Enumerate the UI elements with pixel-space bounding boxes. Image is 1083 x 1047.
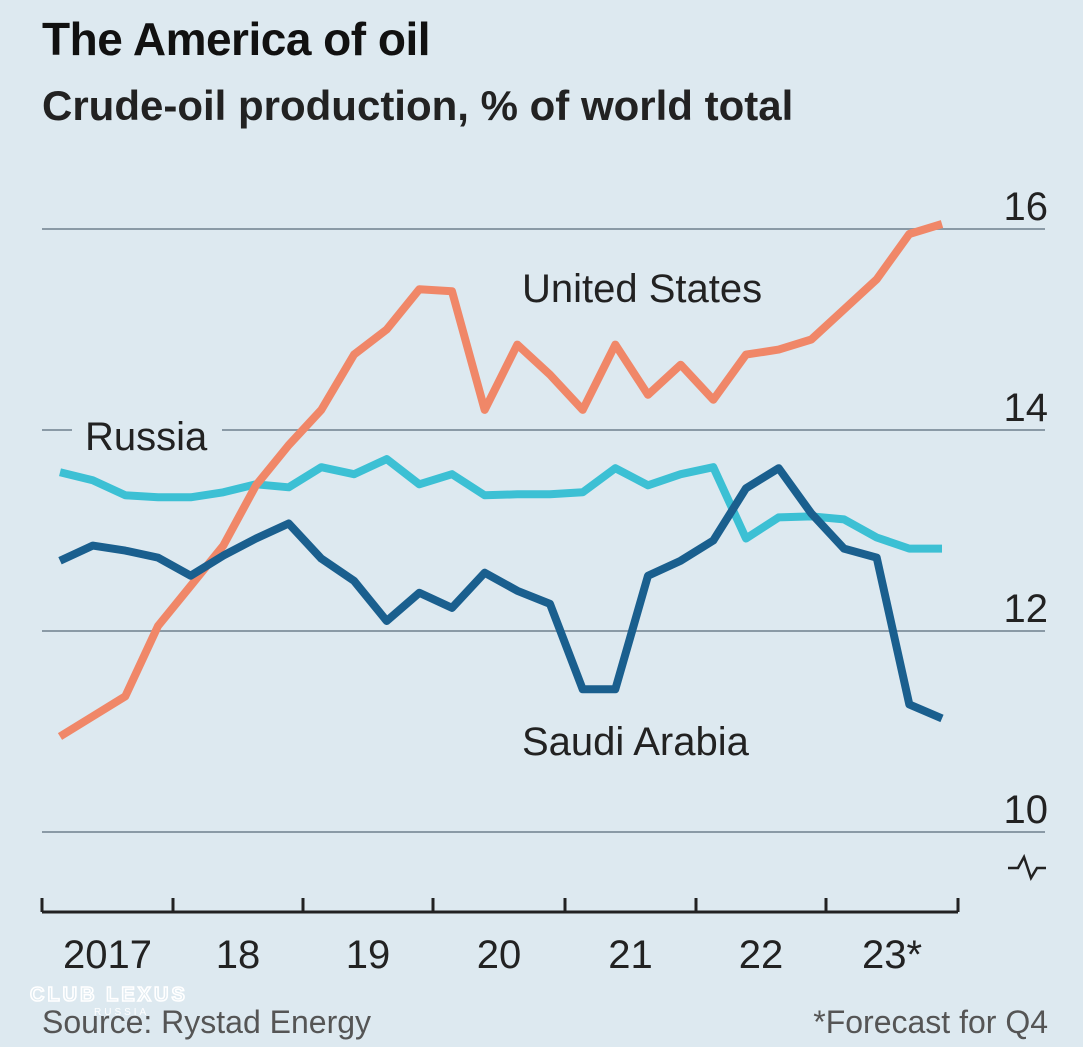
watermark-logo: CLUB LEXUS RUSSIA <box>29 983 188 1017</box>
svg-text:RUSSIA: RUSSIA <box>94 1007 149 1017</box>
x-tick-label: 20 <box>477 933 522 977</box>
series-lines <box>57 220 944 740</box>
axis-break-icon <box>1008 853 1046 881</box>
y-axis-labels: 10 12 14 16 <box>1004 185 1049 832</box>
forecast-note: *Forecast for Q4 <box>813 1004 1048 1040</box>
source-note: Source: Rystad Energy <box>42 1004 372 1040</box>
series-line-russia <box>59 455 942 553</box>
x-tick-label: 18 <box>216 933 261 977</box>
y-tick-label: 16 <box>1004 185 1049 229</box>
x-tick-label: 23* <box>862 933 922 977</box>
label-background <box>72 410 222 462</box>
gridlines <box>42 228 1045 833</box>
x-tick-label: 2017 <box>63 933 152 977</box>
series-label-russia: Russia <box>85 415 208 459</box>
series-line-saudi-arabia <box>58 464 944 723</box>
chart-title: The America of oil <box>42 13 431 65</box>
series-label-saudi-arabia: Saudi Arabia <box>522 720 750 764</box>
x-axis: 2017 18 19 20 21 22 23* <box>40 898 960 977</box>
y-tick-label: 12 <box>1004 587 1049 631</box>
svg-text:CLUB LEXUS: CLUB LEXUS <box>30 984 188 1006</box>
x-tick-label: 22 <box>739 933 784 977</box>
x-tick-label: 21 <box>608 933 653 977</box>
series-labels: United States Russia Saudi Arabia <box>72 267 762 764</box>
y-tick-label: 14 <box>1004 386 1049 430</box>
series-label-united-states: United States <box>522 267 762 311</box>
series-line-united-states <box>57 220 944 740</box>
y-tick-label: 10 <box>1004 788 1049 832</box>
chart-subtitle: Crude-oil production, % of world total <box>42 82 794 129</box>
x-tick-label: 19 <box>346 933 391 977</box>
